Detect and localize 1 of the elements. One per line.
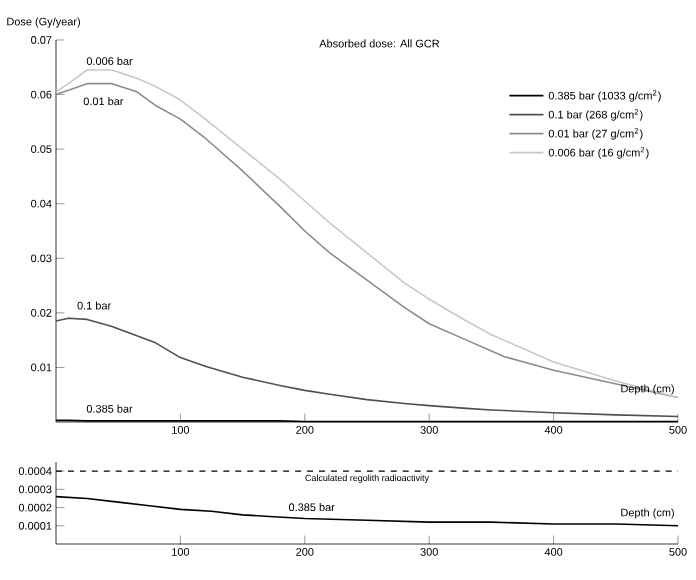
line-series (55, 317, 679, 418)
